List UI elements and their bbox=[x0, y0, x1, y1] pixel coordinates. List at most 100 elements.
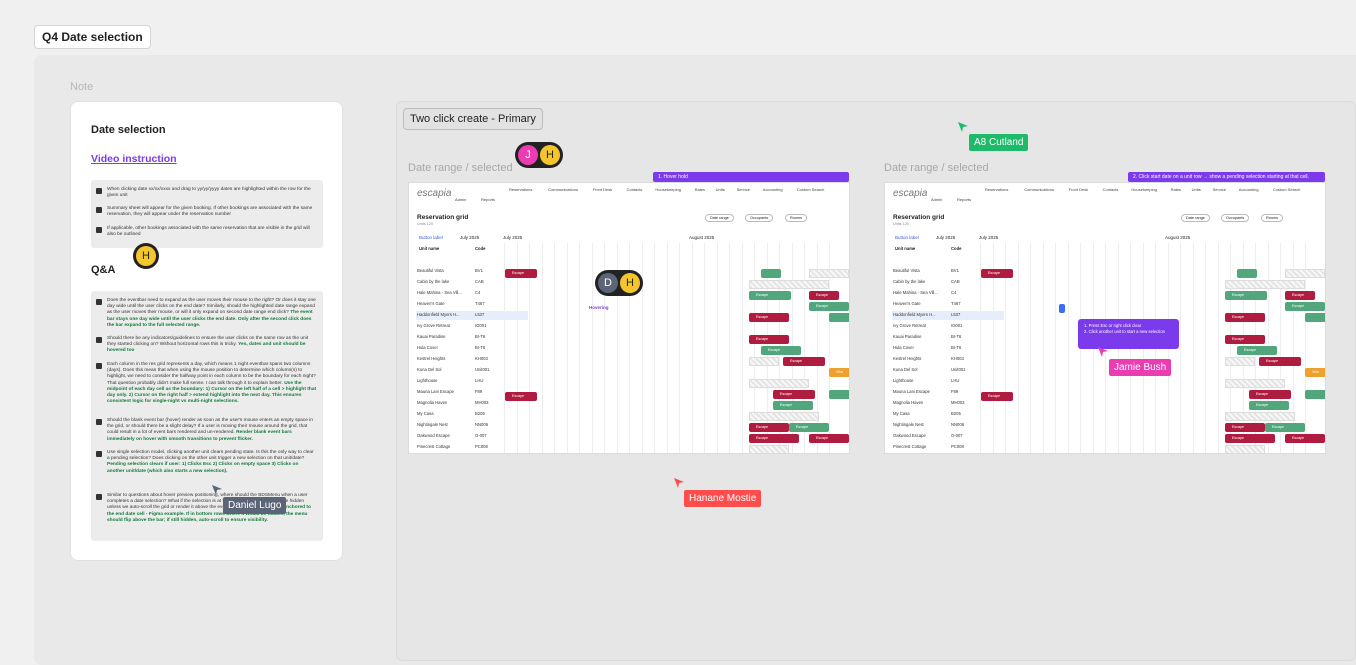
nav-item[interactable]: Units bbox=[715, 187, 725, 192]
event-bar[interactable]: Escape bbox=[809, 291, 839, 300]
event-bar[interactable]: Escape bbox=[783, 357, 825, 366]
event-bar[interactable]: Escape bbox=[505, 269, 537, 278]
event-bar[interactable]: Escape bbox=[1285, 302, 1325, 311]
avatar[interactable]: H bbox=[136, 246, 156, 266]
nav-item[interactable]: Housekeeping bbox=[1131, 187, 1157, 192]
unit-name[interactable]: Magnolia Haven bbox=[893, 400, 924, 405]
event-bar[interactable]: Escape bbox=[1249, 390, 1291, 399]
checkbox-icon[interactable] bbox=[96, 419, 102, 425]
event-bar[interactable]: Escape bbox=[981, 392, 1013, 401]
unit-name[interactable]: Nightingale Nest bbox=[893, 422, 924, 427]
unit-name[interactable]: Cabin by the lake bbox=[417, 279, 450, 284]
event-bar[interactable]: Escape bbox=[981, 269, 1013, 278]
event-bar[interactable]: Escape bbox=[749, 291, 791, 300]
event-bar[interactable] bbox=[829, 313, 849, 322]
event-bar[interactable]: Escape bbox=[749, 313, 789, 322]
event-bar[interactable]: Escape bbox=[773, 401, 813, 410]
unit-name[interactable]: Mauna Lani Escape bbox=[893, 389, 931, 394]
nav-item[interactable]: Front Desk bbox=[592, 187, 613, 192]
occupants-select[interactable]: Occupants bbox=[1221, 214, 1250, 222]
event-bar[interactable] bbox=[1305, 313, 1325, 322]
unit-name[interactable]: Hula Cove! bbox=[417, 345, 438, 350]
unit-name[interactable]: Heaven's Gate bbox=[893, 301, 921, 306]
unit-name[interactable]: Pinecrest Cottage bbox=[417, 444, 451, 449]
event-bar[interactable]: Escape bbox=[1225, 434, 1275, 443]
checkbox-icon[interactable] bbox=[96, 451, 102, 457]
reports-link[interactable]: Reports bbox=[481, 197, 496, 202]
unit-name[interactable]: My Casa bbox=[417, 411, 434, 416]
unit-name[interactable]: Hale Mahina - Sea Vill... bbox=[417, 290, 462, 295]
event-bar[interactable] bbox=[829, 390, 849, 399]
event-bar[interactable] bbox=[1237, 269, 1257, 278]
avatar[interactable]: D bbox=[598, 273, 618, 293]
nav-item[interactable]: Reservations bbox=[509, 187, 533, 192]
checkbox-icon[interactable] bbox=[96, 188, 102, 194]
event-bar[interactable]: Escape bbox=[749, 434, 799, 443]
unit-name[interactable]: Ivy Grove Retreat bbox=[417, 323, 450, 328]
rooms-select[interactable]: Rooms bbox=[1261, 214, 1284, 222]
event-bar[interactable]: Escape bbox=[809, 302, 849, 311]
event-bar[interactable]: Escape bbox=[1259, 357, 1301, 366]
avatar[interactable]: J bbox=[518, 145, 538, 165]
button-label[interactable]: Button label bbox=[419, 235, 443, 240]
nav-item[interactable]: Communications bbox=[1024, 187, 1054, 192]
unit-name[interactable]: Ivy Grove Retreat bbox=[893, 323, 926, 328]
unit-name[interactable]: Beautiful Vista bbox=[893, 268, 920, 273]
event-bar[interactable]: Escape bbox=[1225, 423, 1265, 432]
unit-name[interactable]: Lighthouse bbox=[417, 378, 438, 383]
nav-item[interactable]: Contacts bbox=[626, 187, 643, 192]
nav-item[interactable]: Rates bbox=[694, 187, 706, 192]
event-bar[interactable]: Escape bbox=[1265, 423, 1305, 432]
frame-label[interactable]: Q4 Date selection bbox=[34, 25, 151, 49]
nav-item[interactable]: Communications bbox=[548, 187, 578, 192]
event-bar[interactable]: Escape bbox=[1225, 335, 1265, 344]
event-bar[interactable]: Villa bbox=[829, 368, 849, 377]
nav-item[interactable]: Reservations bbox=[985, 187, 1009, 192]
event-bar[interactable]: Escape bbox=[749, 423, 789, 432]
checkbox-icon[interactable] bbox=[96, 494, 102, 500]
unit-name[interactable]: Haddonfield Myers H... bbox=[417, 312, 460, 317]
unit-name[interactable]: Kestrel Heights bbox=[893, 356, 922, 361]
unit-name[interactable]: Hula Cove! bbox=[893, 345, 914, 350]
unit-name[interactable]: Haddonfield Myers H... bbox=[893, 312, 936, 317]
checkbox-icon[interactable] bbox=[96, 363, 102, 369]
avatar[interactable]: H bbox=[620, 273, 640, 293]
unit-name[interactable]: My Casa bbox=[893, 411, 910, 416]
unit-name[interactable]: Oakwood Escape bbox=[893, 433, 926, 438]
event-bar[interactable]: Escape bbox=[749, 335, 789, 344]
event-bar[interactable]: Escape bbox=[1285, 291, 1315, 300]
avatar[interactable]: H bbox=[540, 145, 560, 165]
event-bar[interactable]: Escape bbox=[505, 392, 537, 401]
primary-label[interactable]: Two click create - Primary bbox=[403, 108, 543, 130]
event-bar[interactable]: Villa bbox=[1305, 368, 1325, 377]
event-bar[interactable]: Escape bbox=[761, 346, 801, 355]
unit-name[interactable]: Hale Mahina - Sea Vill... bbox=[893, 290, 938, 295]
admin-link[interactable]: Admin bbox=[455, 197, 467, 202]
unit-name[interactable]: Kuna Del Sol bbox=[893, 367, 918, 372]
unit-name[interactable]: Magnolia Haven bbox=[417, 400, 448, 405]
event-bar[interactable] bbox=[761, 269, 781, 278]
event-bar[interactable]: Escape bbox=[1237, 346, 1277, 355]
checkbox-icon[interactable] bbox=[96, 299, 102, 305]
unit-name[interactable]: Pinecrest Cottage bbox=[893, 444, 927, 449]
rooms-select[interactable]: Rooms bbox=[785, 214, 808, 222]
pending-selection[interactable] bbox=[1059, 304, 1065, 313]
reports-link[interactable]: Reports bbox=[957, 197, 972, 202]
event-bar[interactable]: Escape bbox=[789, 423, 829, 432]
unit-name[interactable]: Lighthouse bbox=[893, 378, 914, 383]
video-instruction-link[interactable]: Video instruction bbox=[91, 153, 177, 165]
nav-item[interactable]: Service bbox=[736, 187, 750, 192]
unit-name[interactable]: Kuna Del Sol bbox=[417, 367, 442, 372]
nav-item[interactable]: Rates bbox=[1170, 187, 1182, 192]
nav-item[interactable]: Service bbox=[1212, 187, 1226, 192]
month-select[interactable]: July 2025 bbox=[936, 235, 956, 240]
unit-name[interactable]: Kauai Paradise bbox=[893, 334, 922, 339]
checkbox-icon[interactable] bbox=[96, 337, 102, 343]
checkbox-icon[interactable] bbox=[96, 207, 102, 213]
event-bar[interactable]: Escape bbox=[1225, 291, 1267, 300]
nav-item[interactable]: Custom Search bbox=[796, 187, 825, 192]
unit-name[interactable]: Heaven's Gate bbox=[417, 301, 445, 306]
event-bar[interactable] bbox=[1305, 390, 1325, 399]
button-label[interactable]: Button label bbox=[895, 235, 919, 240]
nav-item[interactable]: Accounting bbox=[1238, 187, 1259, 192]
